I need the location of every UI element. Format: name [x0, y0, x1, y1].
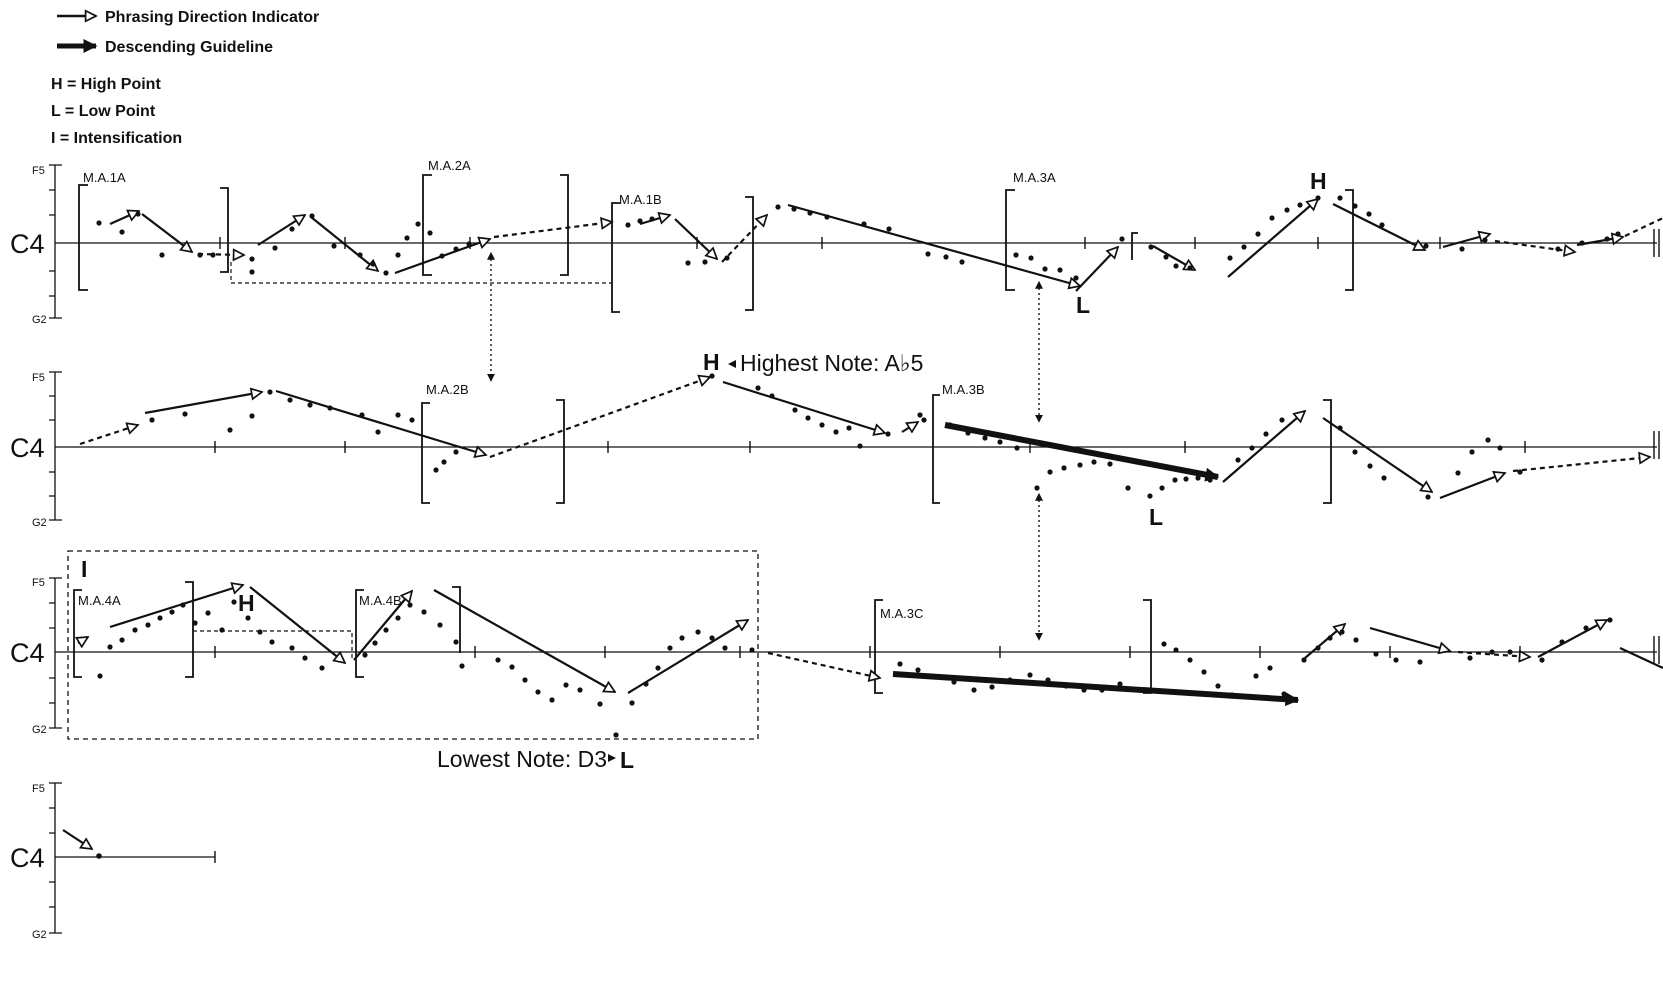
segment-label-2a: M.A.2A	[428, 158, 471, 173]
highest-note-label: Highest Note: A♭5	[740, 350, 923, 376]
repeat-bracket-dashed	[230, 262, 612, 284]
connector-arrows	[487, 251, 1043, 641]
staff-3-barlines	[214, 636, 1660, 664]
segment-brackets-2	[421, 394, 1332, 504]
note-dots	[96, 195, 1621, 281]
phrasing-arrows-dashed	[197, 215, 1575, 263]
intensification-mark: I	[81, 556, 87, 582]
low-point-mark-2: L	[1149, 504, 1163, 530]
low-point-mark: L	[1076, 292, 1090, 318]
staff-2: F5 C4 G2 M.A.2B M.A.3B H Highest Note: A…	[10, 349, 1660, 530]
high-point-mark: H	[1310, 168, 1327, 194]
legend-high-label: H = High Point	[51, 76, 161, 93]
phrasing-arrow-tail-3	[1619, 647, 1663, 669]
segment-label-4a: M.A.4A	[78, 593, 121, 608]
staff-1: F5 C4 G2 M.A.1A M.A.2A M.A.1B M.A.3A	[10, 158, 1663, 326]
segment-label-3b: M.A.3B	[942, 382, 985, 397]
segment-label-1b: M.A.1B	[619, 192, 662, 207]
staff-4: F5 C4 G2	[10, 782, 216, 941]
high-point-mark-2: H	[703, 349, 720, 375]
legend-intensification-label: I = Intensification	[51, 130, 182, 147]
intensification-box	[67, 550, 759, 740]
repeat-bracket-dashed-3	[193, 630, 353, 660]
legend: Phrasing Direction Indicator Descending …	[51, 9, 319, 147]
staff-2-c4-label: C4	[10, 433, 45, 463]
staff-4-axis	[49, 782, 62, 934]
phrasing-arrows-dashed-3	[767, 652, 1530, 678]
legend-low-label: L = Low Point	[51, 103, 156, 120]
phrasing-arrow-tail-dashed	[1624, 217, 1663, 237]
phrasing-arrow-4	[62, 829, 92, 849]
note-dots-2	[149, 373, 1523, 500]
segment-label-4b: M.A.4B	[359, 593, 402, 608]
staff-1-f5-label: F5	[32, 165, 45, 177]
high-point-mark-3: H	[238, 590, 255, 616]
legend-descending-label: Descending Guideline	[105, 39, 273, 56]
staff-4-f5-label: F5	[32, 783, 45, 795]
note-dots-3	[97, 599, 1613, 738]
pointer-right-icon	[608, 754, 616, 762]
staff-4-c4-label: C4	[10, 843, 45, 873]
segment-label-2b: M.A.2B	[426, 382, 469, 397]
phrasing-arrows	[109, 199, 1623, 292]
staff-3-f5-label: F5	[32, 577, 45, 589]
staff-1-axis	[49, 164, 62, 319]
staff-2-f5-label: F5	[32, 372, 45, 384]
staff-3: F5 C4 G2 I M.A.4A M.A.4B M.A.3C H Lowest…	[10, 550, 1663, 773]
staff-3-g2-label: G2	[32, 724, 47, 736]
low-point-mark-3: L	[620, 747, 634, 773]
staff-3-axis	[49, 577, 62, 729]
long-descending-arrow	[787, 203, 1080, 286]
phrasing-arrows-2	[144, 380, 1505, 500]
staff-2-g2-label: G2	[32, 517, 47, 529]
staff-3-c4-label: C4	[10, 638, 45, 668]
staff-2-barlines	[214, 431, 1660, 459]
segment-brackets-3	[73, 581, 1152, 694]
staff-4-g2-label: G2	[32, 929, 47, 941]
staff-2-axis	[49, 371, 62, 521]
segment-label-3c: M.A.3C	[880, 606, 923, 621]
staff-1-g2-label: G2	[32, 314, 47, 326]
segment-brackets	[78, 174, 1354, 313]
note-dot-4	[96, 853, 102, 859]
phrasing-arrows-3	[78, 585, 1607, 694]
legend-phrasing-label: Phrasing Direction Indicator	[105, 9, 319, 26]
descending-guideline-1	[944, 422, 1220, 482]
pointer-left-icon	[728, 360, 736, 368]
staff-1-c4-label: C4	[10, 229, 45, 259]
lowest-note-label: Lowest Note: D3	[437, 746, 607, 772]
phrasing-arrows-dashed-2	[79, 377, 1650, 473]
segment-label-3a: M.A.3A	[1013, 170, 1056, 185]
descending-guideline-2	[892, 671, 1300, 707]
segment-label-1a: M.A.1A	[83, 170, 126, 185]
